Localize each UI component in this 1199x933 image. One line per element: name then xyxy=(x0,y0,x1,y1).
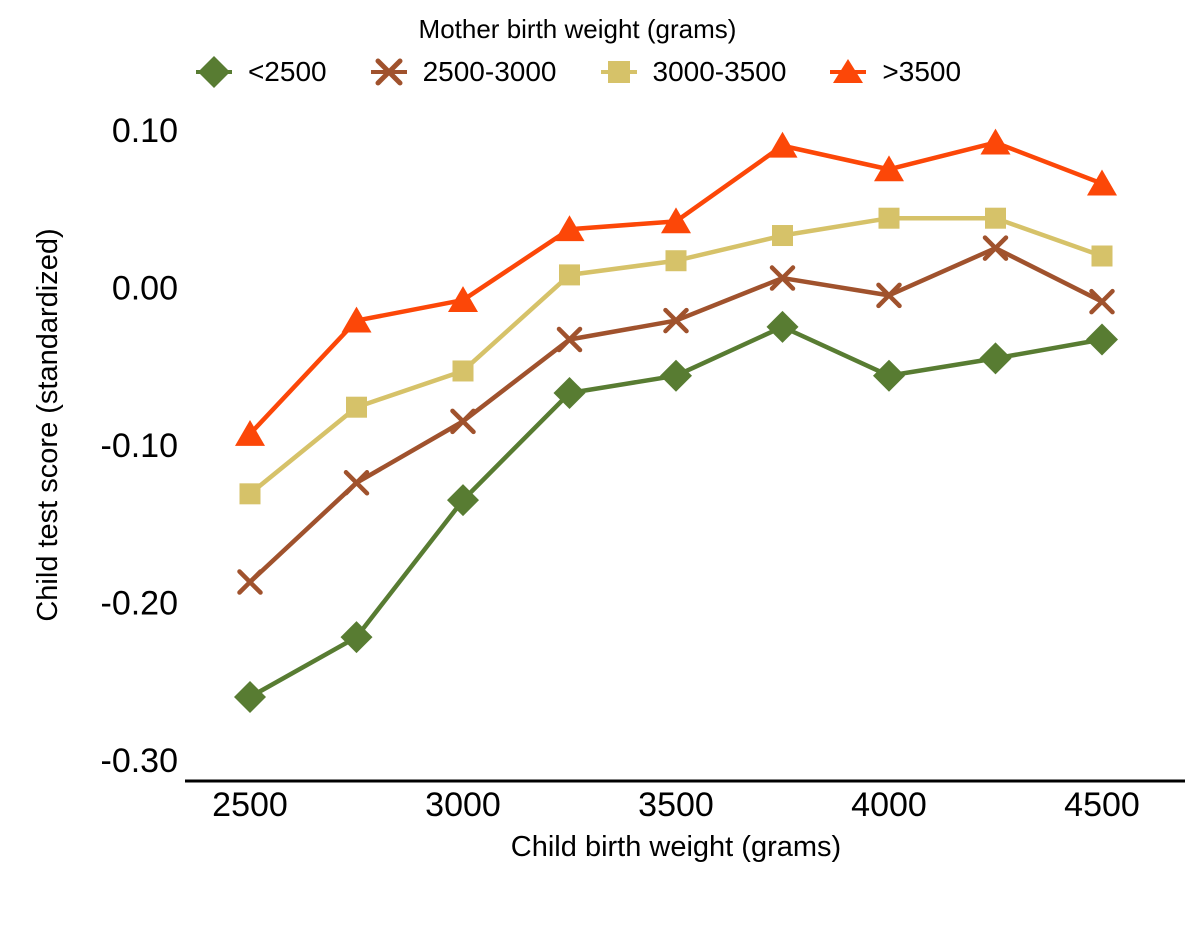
series-layer xyxy=(234,128,1118,713)
diamond-marker xyxy=(979,342,1012,375)
square-marker xyxy=(452,360,474,382)
series-<2500 xyxy=(234,310,1118,713)
x-marker xyxy=(982,235,1009,261)
series-2500-3000 xyxy=(237,235,1115,595)
diamond-marker xyxy=(873,359,905,392)
square-marker xyxy=(346,396,367,418)
x-marker xyxy=(769,265,796,291)
x-marker xyxy=(663,307,689,334)
y-tick-label: -0.30 xyxy=(101,742,179,780)
series-line xyxy=(247,245,1105,585)
x-tick-label: 4000 xyxy=(851,786,927,824)
square-marker xyxy=(772,225,793,247)
y-tick-label: -0.10 xyxy=(101,427,179,465)
x-marker xyxy=(237,569,263,595)
triangle-marker xyxy=(874,155,904,182)
diamond-marker xyxy=(766,310,799,343)
x-tick-label: 3000 xyxy=(425,786,501,824)
triangle-marker xyxy=(661,207,691,234)
y-tick-label: 0.10 xyxy=(112,112,178,150)
diamond-marker xyxy=(234,681,266,713)
diamond-marker xyxy=(340,621,373,654)
square-marker xyxy=(559,264,580,286)
diamond-marker xyxy=(1086,323,1118,356)
square-marker xyxy=(665,250,687,272)
square-marker xyxy=(878,207,900,229)
x-marker xyxy=(556,326,583,353)
series->3500 xyxy=(235,128,1117,446)
y-tick-label: -0.20 xyxy=(101,585,179,623)
square-marker xyxy=(1091,245,1113,267)
x-tick-label: 2500 xyxy=(212,786,288,824)
x-marker xyxy=(1089,288,1115,315)
triangle-marker xyxy=(980,128,1011,155)
triangle-marker xyxy=(235,419,265,446)
triangle-marker xyxy=(767,131,798,158)
x-marker xyxy=(343,470,370,496)
x-tick-label: 3500 xyxy=(638,786,714,824)
square-marker xyxy=(239,483,261,505)
triangle-marker xyxy=(554,215,585,242)
series-3000-3500 xyxy=(239,207,1113,505)
y-axis-ticks: 0.10 0.00 -0.10 -0.20 -0.30 xyxy=(101,112,179,780)
triangle-marker xyxy=(448,286,478,312)
square-marker xyxy=(985,207,1006,229)
x-tick-label: 4500 xyxy=(1064,786,1140,824)
diamond-marker xyxy=(553,377,586,410)
x-marker xyxy=(876,282,902,309)
triangle-marker xyxy=(341,306,372,333)
diamond-marker xyxy=(447,484,479,517)
diamond-marker xyxy=(660,359,692,392)
y-axis-title: Child test score (standardized) xyxy=(32,228,64,621)
x-axis-title: Child birth weight (grams) xyxy=(511,831,841,863)
x-marker xyxy=(450,408,476,435)
triangle-marker xyxy=(1087,169,1117,196)
x-axis-ticks: 2500 3000 3500 4000 4500 xyxy=(212,786,1140,824)
y-tick-label: 0.00 xyxy=(112,270,178,308)
